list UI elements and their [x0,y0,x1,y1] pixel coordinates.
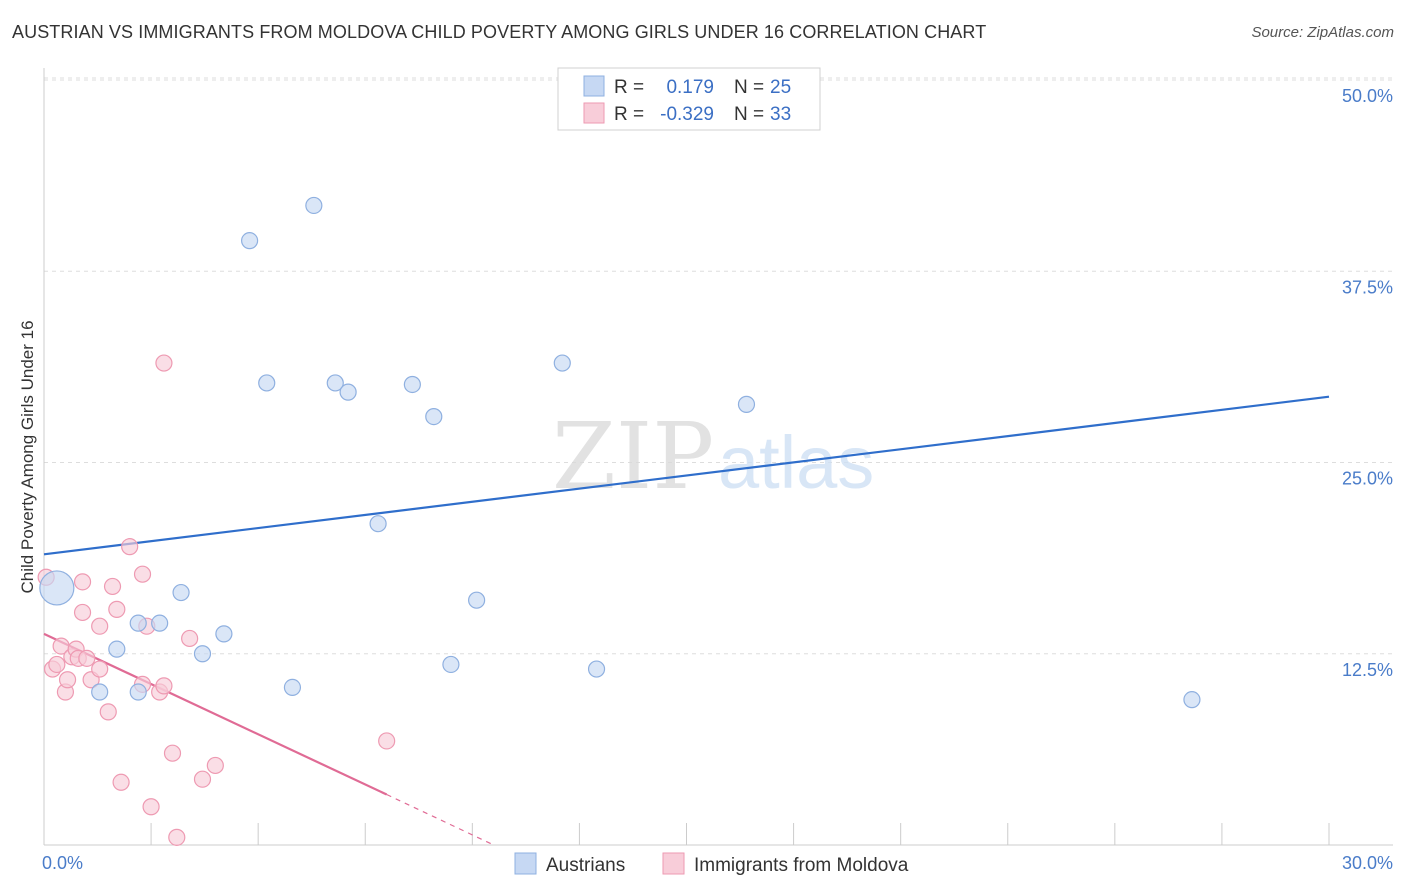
austrian-point-20 [553,354,571,372]
grid-lines [44,77,1393,655]
y-tick-label-0: 12.5% [1342,660,1393,680]
austrian-point-9 [241,232,259,250]
austrian-point-16 [403,375,421,394]
austrian-point-2 [108,640,126,658]
moldova-point-29 [181,629,199,648]
moldova-point-10 [73,573,92,591]
austrian-point-17 [425,408,443,426]
x-tick-label-0: 0.0% [42,853,83,873]
austrian-point-13 [326,374,344,392]
austrian-point-19 [468,591,486,609]
legend-n-value-2: 33 [770,104,791,125]
legend-n-label-1: N = [734,77,764,98]
austrian-point-10 [258,374,276,392]
austrian-point-0 [39,570,75,606]
austrian-point-11 [283,678,302,697]
moldova-point-30 [193,770,212,788]
moldova-point-15 [99,703,117,721]
series-name-austrians: Austrians [546,855,625,876]
moldova-point-25 [155,677,173,695]
legend-r-value-2: -0.329 [660,104,714,125]
moldova-point-19 [121,538,139,556]
x-tick-label-1: 30.0% [1342,853,1393,873]
series-legend: Austrians Immigrants from Moldova [514,852,909,876]
moldova-point-2 [48,655,66,674]
austrian-point-14 [339,383,357,401]
legend-r-label-1: R = [614,77,644,98]
moldova-point-13 [91,660,109,678]
moldova-point-5 [58,671,77,689]
moldova-point-28 [168,828,186,846]
axes [43,68,1393,846]
austrian-point-5 [151,614,169,632]
series-name-moldova: Immigrants from Moldova [694,855,909,876]
x-ticks [43,823,1330,845]
y-axis-label: Child Poverty Among Girls Under 16 [18,320,37,593]
source-label: Source: ZipAtlas.com [1251,24,1394,41]
austrian-point-8 [215,625,233,643]
data-points [37,72,1201,846]
y-tick-labels: 12.5% 25.0% 37.5% 50.0% [1342,86,1393,680]
moldova-point-26 [155,354,173,372]
austrian-point-23 [737,395,756,413]
y-tick-label-3: 50.0% [1342,86,1393,106]
legend-n-label-2: N = [734,104,764,125]
watermark: ZIP atlas [552,403,874,510]
moldova-point-31 [206,756,224,775]
austrian-point-1 [91,683,109,701]
moldova-point-9 [73,603,92,622]
moldova-point-17 [108,600,126,618]
watermark-zip: ZIP [552,403,714,510]
moldova-point-21 [133,565,152,583]
legend-swatch-blue [583,75,605,97]
legend-swatch-pink [583,102,605,124]
stats-legend: R = 0.179 N = 25 R = -0.329 N = 33 [557,67,821,131]
legend-n-value-1: 25 [770,77,791,98]
austrian-point-7 [193,645,212,663]
series-swatch-austrians [514,852,537,875]
x-tick-labels: 0.0% 30.0% [42,853,1393,873]
moldova-trend-extension [386,793,495,846]
austrian-point-4 [129,614,147,632]
austrian-point-3 [129,683,147,701]
legend-r-label-2: R = [614,104,644,125]
austrian-point-6 [172,583,190,602]
austrian-point-21 [587,660,606,678]
austrian-point-15 [369,515,387,533]
austrian-trend-line [43,395,1330,556]
moldova-point-16 [103,577,122,596]
moldova-point-18 [112,773,130,791]
moldova-point-11 [78,649,96,667]
legend-r-value-1: 0.179 [666,77,714,98]
moldova-point-14 [91,617,109,635]
austrian-point-12 [305,196,323,215]
moldova-point-27 [163,744,182,762]
moldova-point-23 [142,798,160,816]
austrian-point-18 [442,655,460,674]
series-swatch-moldova [662,852,685,875]
chart-title: AUSTRIAN VS IMMIGRANTS FROM MOLDOVA CHIL… [12,22,987,42]
moldova-point-32 [378,732,396,750]
y-tick-label-1: 25.0% [1342,469,1393,489]
y-tick-label-2: 37.5% [1342,277,1393,297]
austrian-point-24 [1183,691,1201,709]
